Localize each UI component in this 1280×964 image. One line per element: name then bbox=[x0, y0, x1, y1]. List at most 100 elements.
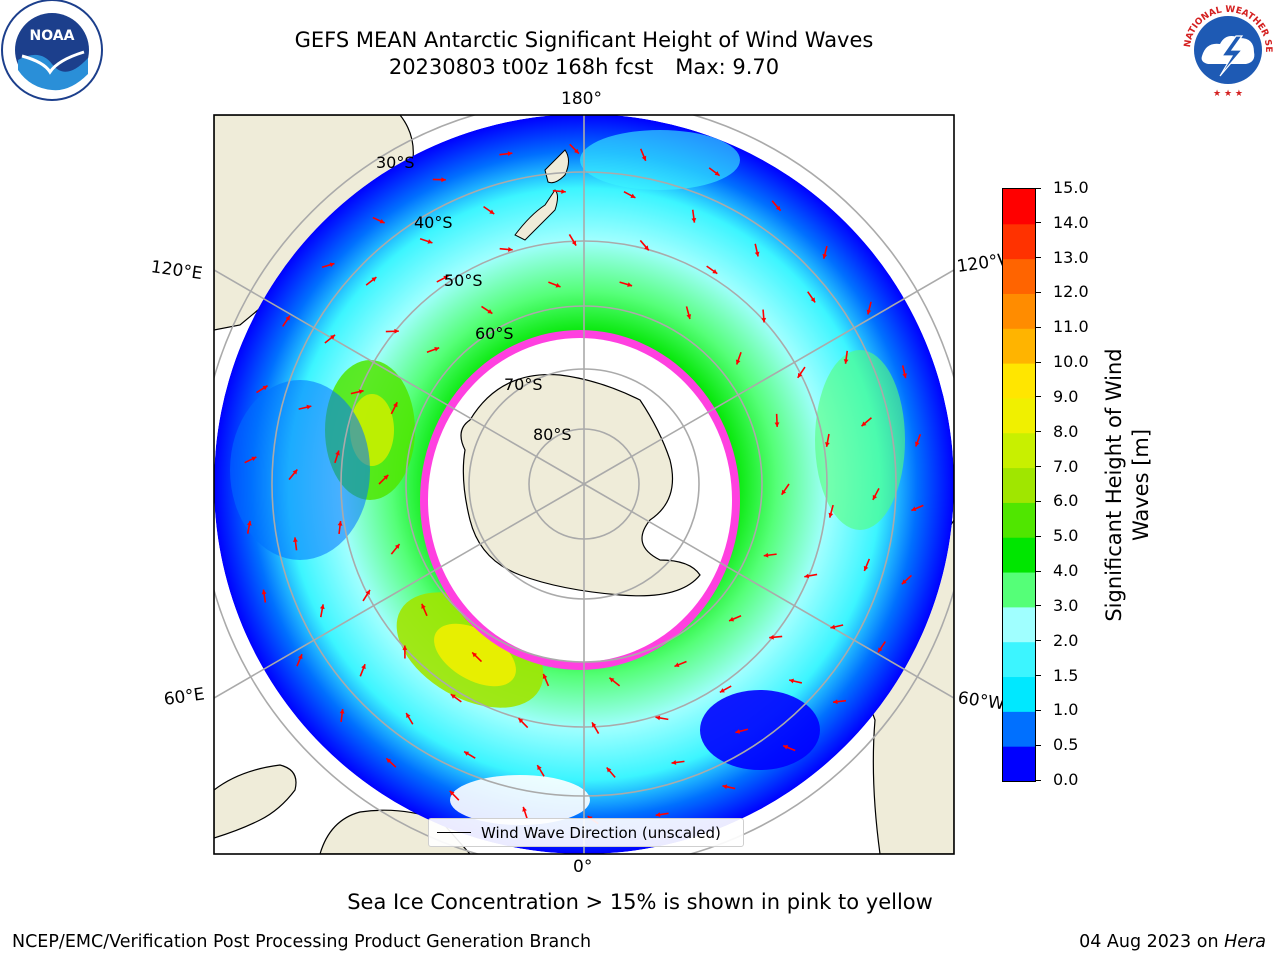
wave-direction-arrow bbox=[737, 352, 741, 364]
wave-direction-arrow bbox=[878, 642, 885, 653]
wave-direction-arrowhead bbox=[712, 269, 717, 273]
wave-direction-arrow bbox=[798, 367, 805, 378]
wave-direction-arrowhead bbox=[366, 590, 370, 595]
wave-direction-arrow bbox=[592, 722, 599, 733]
wave-direction-arrowhead bbox=[330, 262, 335, 267]
wave-direction-arrow bbox=[620, 282, 632, 286]
wave-direction-arrow bbox=[864, 559, 869, 571]
wave-direction-arrow bbox=[830, 505, 833, 518]
wave-direction-arrow bbox=[824, 246, 827, 259]
colorbar-tick-label: 3.0 bbox=[1053, 596, 1078, 615]
wave-direction-arrowhead bbox=[464, 752, 469, 756]
wave-direction-arrow bbox=[553, 191, 566, 192]
wave-direction-arrow bbox=[299, 406, 312, 409]
wave-direction-arrowhead bbox=[722, 784, 727, 789]
wave-direction-arrow bbox=[873, 488, 879, 499]
wave-direction-arrowhead bbox=[798, 373, 802, 378]
colorbar-tick-mark bbox=[1035, 710, 1041, 711]
wave-direction-arrowhead bbox=[371, 277, 376, 282]
colorbar-tick-label: 2.0 bbox=[1053, 631, 1078, 650]
wave-direction-arrowhead bbox=[508, 247, 513, 252]
wave-direction-arrow bbox=[687, 306, 690, 319]
wave-direction-arrow bbox=[321, 604, 323, 617]
colorbar-tick-mark bbox=[1035, 362, 1041, 363]
wave-direction-arrow bbox=[902, 575, 912, 584]
wave-direction-arrow bbox=[484, 207, 495, 214]
colorbar-title-line2: Waves [m] bbox=[1129, 429, 1153, 541]
wave-direction-arrowhead bbox=[406, 713, 410, 718]
wave-direction-arrowhead bbox=[487, 309, 492, 313]
wave-direction-arrowhead bbox=[247, 521, 252, 526]
colorbar-segment bbox=[1003, 293, 1035, 328]
wave-direction-arrowhead bbox=[715, 171, 720, 176]
wave-direction-arrowhead bbox=[829, 513, 834, 518]
wave-direction-arrowhead bbox=[592, 722, 596, 727]
wave-direction-arrowhead bbox=[644, 245, 649, 250]
wave-direction-arrow bbox=[245, 457, 257, 463]
wave-direction-arrow bbox=[720, 686, 731, 692]
africa-land bbox=[214, 765, 296, 838]
wave-direction-arrowhead bbox=[878, 647, 882, 652]
wave-max-australia bbox=[325, 360, 415, 500]
australia-land bbox=[214, 115, 413, 330]
wave-direction-arrowhead bbox=[911, 507, 916, 511]
wave-direction-arrow bbox=[366, 277, 376, 285]
wave-direction-arrow bbox=[607, 768, 615, 778]
colorbar-tick-mark bbox=[1035, 396, 1041, 397]
wave-direction-arrow bbox=[360, 664, 365, 676]
wave-direction-arrow bbox=[777, 414, 778, 427]
wave-direction-arrow bbox=[537, 765, 544, 776]
wave-direction-arrow bbox=[499, 153, 512, 155]
wave-direction-arrowhead bbox=[556, 283, 561, 287]
colorbar-segment bbox=[1003, 746, 1035, 781]
colorbar-segment bbox=[1003, 677, 1035, 712]
wave-direction-arrowhead bbox=[655, 716, 660, 721]
wave-direction-arrow bbox=[833, 701, 846, 702]
wave-direction-arrow bbox=[289, 470, 297, 480]
wave-direction-arrowhead bbox=[607, 768, 612, 773]
wave-direction-arrow bbox=[322, 263, 334, 267]
wave-direction-arrowhead bbox=[609, 678, 614, 683]
wave-direction-arrow bbox=[351, 391, 364, 394]
colorbar-tick-mark bbox=[1035, 780, 1041, 781]
wave-direction-arrowhead bbox=[359, 389, 364, 394]
colorbar-tick-mark bbox=[1035, 605, 1041, 606]
wave-direction-arrowhead bbox=[735, 729, 740, 734]
wave-direction-arrowhead bbox=[627, 282, 632, 287]
wave-direction-arrow bbox=[341, 709, 343, 722]
colorbar-segment bbox=[1003, 398, 1035, 433]
wave-direction-arrowhead bbox=[574, 149, 579, 154]
wave-direction-arrow bbox=[391, 544, 399, 554]
wave-direction-arrowhead bbox=[451, 694, 456, 699]
wave-direction-arrow bbox=[804, 574, 817, 576]
lon-label-180: 180° bbox=[561, 89, 602, 109]
colorbar-segment bbox=[1003, 189, 1035, 224]
wave-direction-arrowhead bbox=[761, 318, 766, 323]
colorbar-tick-label: 10.0 bbox=[1053, 352, 1089, 371]
wave-direction-arrowhead bbox=[320, 604, 325, 609]
wave-direction-arrowhead bbox=[783, 745, 788, 749]
colorbar-tick-mark bbox=[1035, 571, 1041, 572]
wave-direction-arrow bbox=[391, 402, 397, 414]
wave-direction-arrow bbox=[379, 475, 388, 484]
wave-direction-arrowhead bbox=[340, 709, 345, 714]
wave-direction-arrowhead bbox=[755, 252, 760, 257]
wave-direction-arrowhead bbox=[691, 218, 696, 223]
wave-direction-arrowhead bbox=[489, 210, 494, 214]
colorbar-tick-label: 13.0 bbox=[1053, 248, 1089, 267]
colorbar-segment bbox=[1003, 363, 1035, 398]
wave-direction-arrow bbox=[693, 210, 695, 223]
legend-line-sample bbox=[437, 832, 471, 833]
wave-direction-arrow bbox=[570, 144, 579, 153]
lon-label-60e: 60°E bbox=[163, 684, 206, 709]
wave-direction-arrow bbox=[827, 434, 829, 447]
wave-direction-arrowhead bbox=[450, 791, 455, 796]
colorbar-tick-label: 15.0 bbox=[1053, 178, 1089, 197]
colorbar-tick-mark bbox=[1035, 188, 1041, 189]
graticule bbox=[199, 99, 969, 869]
wave-direction-arrow bbox=[846, 351, 848, 364]
wave-direction-arrow bbox=[569, 234, 576, 245]
wave-direction-arrow bbox=[406, 713, 413, 724]
wave-direction-arrowhead bbox=[543, 674, 547, 679]
